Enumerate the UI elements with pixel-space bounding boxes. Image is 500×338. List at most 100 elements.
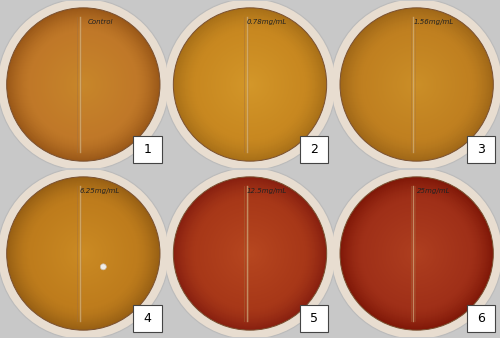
Ellipse shape: [52, 222, 115, 285]
Bar: [466, 136, 495, 163]
Ellipse shape: [70, 240, 97, 267]
Ellipse shape: [374, 42, 459, 127]
Ellipse shape: [365, 33, 469, 136]
Ellipse shape: [187, 190, 313, 317]
Ellipse shape: [39, 210, 128, 297]
Ellipse shape: [62, 64, 104, 105]
Ellipse shape: [348, 16, 486, 153]
Ellipse shape: [225, 59, 275, 110]
Ellipse shape: [406, 74, 427, 95]
Ellipse shape: [376, 212, 458, 295]
Ellipse shape: [38, 39, 130, 130]
Ellipse shape: [184, 18, 316, 151]
Text: 2: 2: [310, 143, 318, 156]
Ellipse shape: [188, 191, 312, 316]
Ellipse shape: [50, 51, 117, 118]
Ellipse shape: [28, 29, 139, 140]
Ellipse shape: [392, 61, 440, 108]
Ellipse shape: [18, 19, 148, 150]
Ellipse shape: [196, 30, 304, 139]
Ellipse shape: [402, 70, 431, 99]
Ellipse shape: [411, 79, 422, 90]
Ellipse shape: [396, 233, 437, 274]
Ellipse shape: [24, 194, 143, 313]
Ellipse shape: [244, 247, 256, 260]
Ellipse shape: [346, 184, 486, 323]
Ellipse shape: [343, 11, 490, 158]
Ellipse shape: [28, 198, 139, 309]
Ellipse shape: [190, 24, 310, 145]
Ellipse shape: [403, 71, 430, 98]
Ellipse shape: [32, 202, 135, 305]
Ellipse shape: [39, 41, 128, 128]
Ellipse shape: [238, 72, 262, 97]
Ellipse shape: [226, 230, 274, 277]
Ellipse shape: [376, 43, 458, 126]
Ellipse shape: [382, 50, 451, 119]
Ellipse shape: [416, 83, 418, 86]
Ellipse shape: [164, 0, 336, 170]
Text: 0.78mg/mL: 0.78mg/mL: [246, 19, 287, 25]
Ellipse shape: [207, 41, 293, 128]
Bar: [300, 136, 328, 163]
Ellipse shape: [360, 28, 473, 141]
Ellipse shape: [361, 198, 472, 309]
Ellipse shape: [32, 203, 134, 304]
Ellipse shape: [392, 228, 442, 279]
Ellipse shape: [220, 224, 280, 283]
Ellipse shape: [188, 22, 312, 147]
Ellipse shape: [26, 196, 141, 311]
Ellipse shape: [352, 188, 482, 319]
Ellipse shape: [180, 15, 320, 154]
Ellipse shape: [14, 185, 152, 322]
Ellipse shape: [82, 252, 84, 255]
Ellipse shape: [43, 213, 124, 294]
Ellipse shape: [51, 52, 116, 117]
Ellipse shape: [50, 220, 117, 287]
Ellipse shape: [331, 168, 500, 338]
Ellipse shape: [38, 209, 128, 298]
Ellipse shape: [212, 47, 288, 122]
Ellipse shape: [352, 189, 481, 318]
Ellipse shape: [234, 68, 266, 101]
Ellipse shape: [32, 33, 135, 136]
Ellipse shape: [390, 58, 444, 111]
Ellipse shape: [66, 236, 100, 271]
Ellipse shape: [174, 177, 326, 330]
Ellipse shape: [190, 194, 310, 313]
Ellipse shape: [247, 250, 253, 257]
Ellipse shape: [58, 58, 109, 111]
Ellipse shape: [223, 227, 277, 280]
Ellipse shape: [78, 80, 88, 89]
Ellipse shape: [414, 82, 418, 87]
Ellipse shape: [387, 55, 446, 114]
Ellipse shape: [192, 196, 308, 311]
Text: 3: 3: [477, 143, 485, 156]
Ellipse shape: [8, 179, 158, 328]
Ellipse shape: [352, 19, 482, 150]
Ellipse shape: [14, 184, 153, 323]
Ellipse shape: [70, 71, 97, 98]
Ellipse shape: [372, 41, 461, 128]
Ellipse shape: [216, 220, 284, 287]
Ellipse shape: [249, 252, 251, 255]
Ellipse shape: [367, 35, 466, 134]
Ellipse shape: [196, 199, 304, 308]
Ellipse shape: [374, 210, 460, 297]
Ellipse shape: [220, 55, 280, 114]
Ellipse shape: [378, 215, 455, 292]
Ellipse shape: [341, 178, 492, 329]
Ellipse shape: [396, 64, 437, 105]
Ellipse shape: [14, 16, 152, 153]
Ellipse shape: [240, 243, 260, 264]
Ellipse shape: [192, 27, 308, 142]
Ellipse shape: [198, 33, 302, 136]
Ellipse shape: [67, 68, 100, 101]
Bar: [134, 305, 162, 332]
Ellipse shape: [214, 49, 286, 120]
Ellipse shape: [178, 13, 322, 156]
Ellipse shape: [47, 48, 120, 121]
Ellipse shape: [38, 40, 128, 129]
Ellipse shape: [6, 177, 160, 330]
Ellipse shape: [27, 28, 140, 141]
